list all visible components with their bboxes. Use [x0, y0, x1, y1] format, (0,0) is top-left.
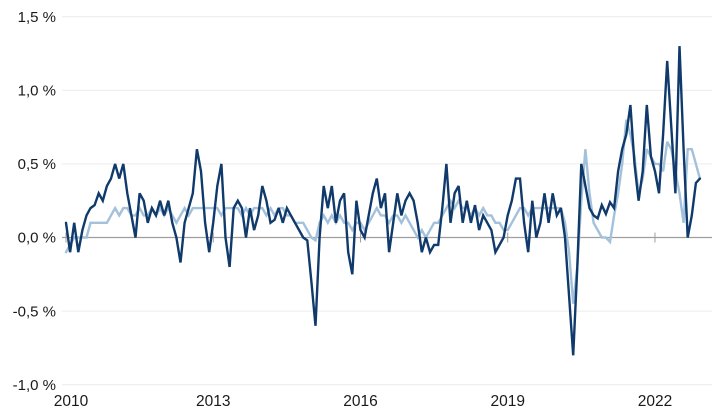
- x-axis-tick-label: 2016: [343, 393, 377, 410]
- x-axis-tick-label: 2019: [490, 393, 524, 410]
- y-axis-tick-label: 1,5 %: [18, 9, 56, 26]
- y-axis-tick-label: -1,0 %: [13, 377, 56, 394]
- x-axis-tick-label: 2022: [638, 393, 672, 410]
- y-axis-tick-label: 0,5 %: [18, 156, 56, 173]
- y-axis-tick-label: 0,0 %: [18, 230, 56, 247]
- x-axis-tick-label: 2013: [196, 393, 230, 410]
- x-axis-tick-label: 2010: [54, 393, 89, 410]
- y-axis-tick-label: 1,0 %: [18, 82, 56, 99]
- y-axis-tick-label: -0,5 %: [13, 303, 56, 320]
- series-dark-blue-line: [64, 46, 702, 356]
